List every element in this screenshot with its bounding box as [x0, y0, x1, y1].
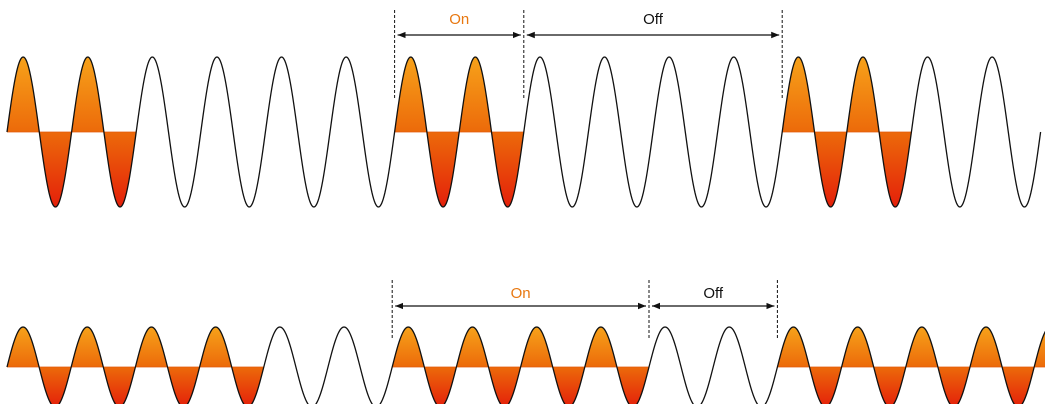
off-label: Off	[703, 285, 724, 302]
on-cycle-fill	[456, 327, 521, 404]
on-cycle-fill	[7, 327, 72, 404]
on-cycle-fill	[392, 327, 457, 404]
on-cycle-fills	[7, 327, 1045, 404]
on-label: On	[511, 285, 531, 302]
on-cycle-fill	[1034, 332, 1045, 367]
on-cycle-fill	[135, 327, 200, 404]
on-label: On	[449, 11, 469, 28]
on-cycle-fill	[520, 327, 585, 404]
pwm-diagram-duty-33: On Off	[6, 10, 1042, 208]
on-cycle-fill	[199, 327, 264, 404]
on-cycle-fill	[905, 327, 970, 404]
on-cycle-fill	[841, 327, 906, 404]
off-label: Off	[643, 11, 664, 28]
on-cycle-fill	[777, 327, 842, 404]
carrier-waveform	[6, 56, 1042, 208]
on-cycle-fill	[970, 327, 1035, 404]
on-cycle-fill	[584, 327, 649, 404]
pwm-diagram-duty-67: On Off	[6, 280, 1045, 404]
on-cycle-fill	[71, 327, 136, 404]
carrier-waveform	[6, 326, 1045, 404]
